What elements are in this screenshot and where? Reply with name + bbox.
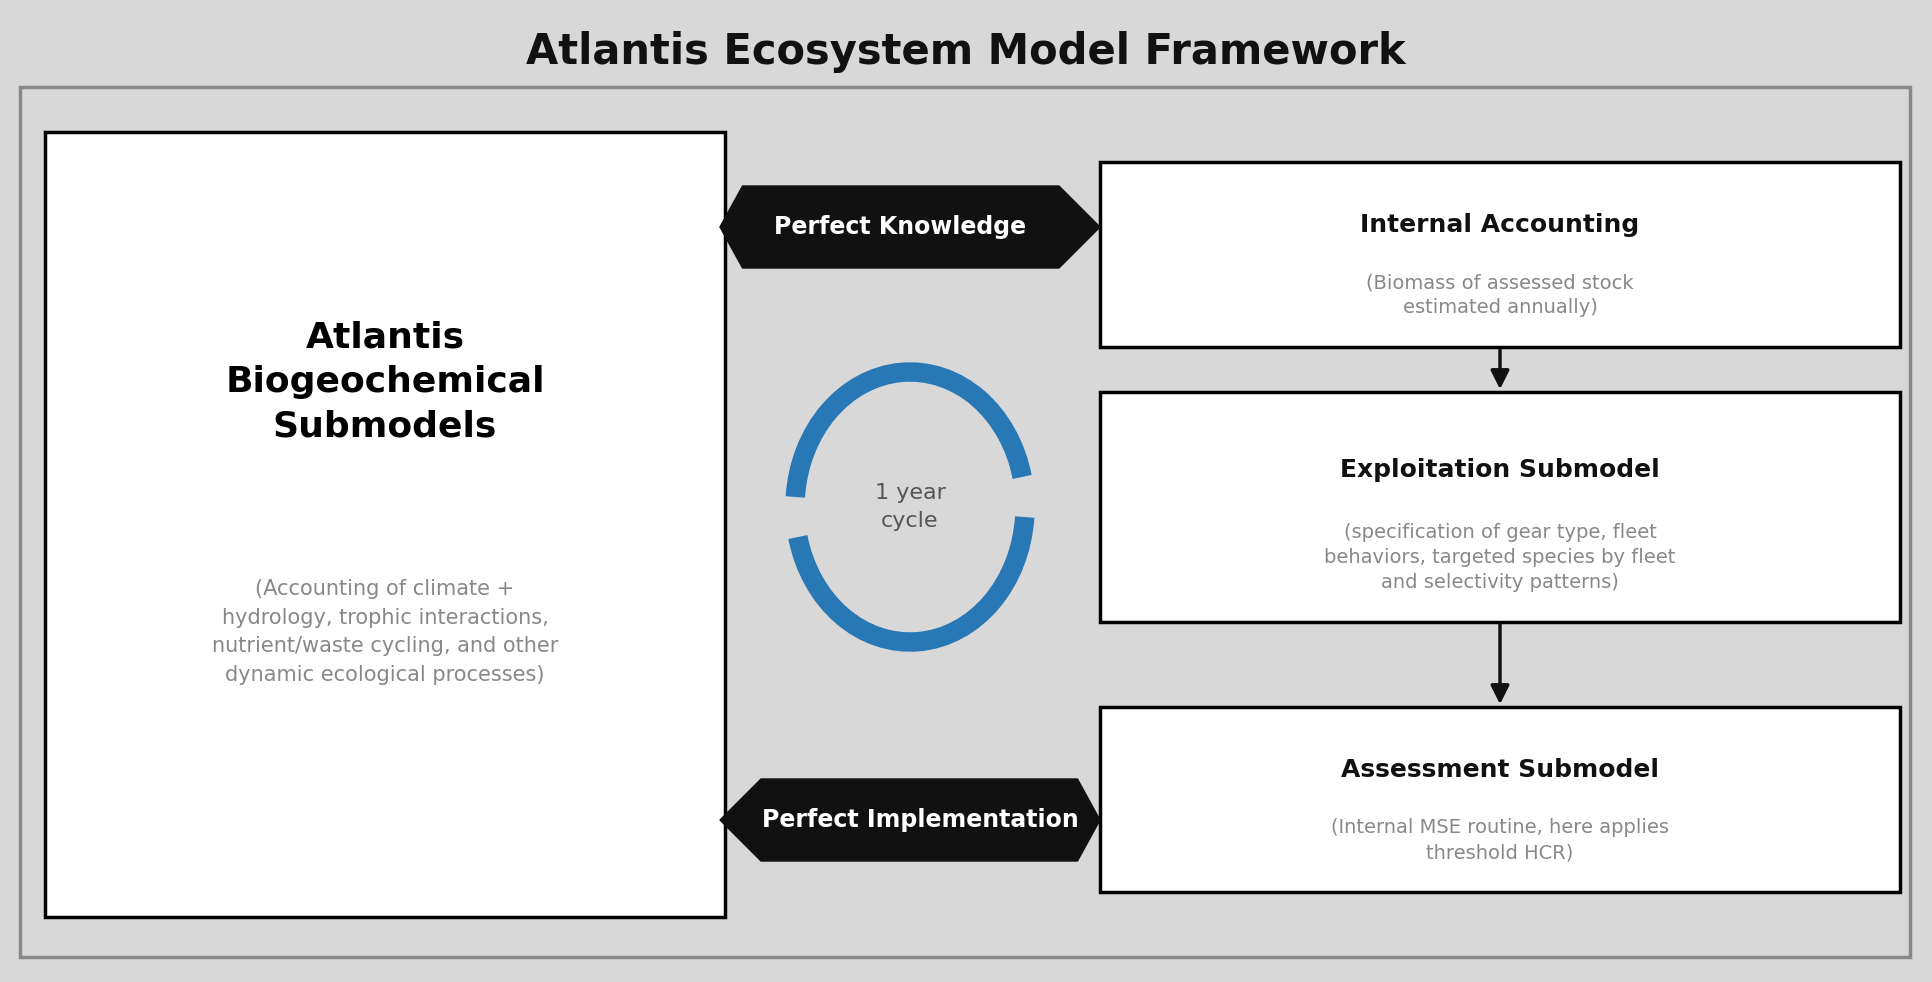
Text: Assessment Submodel: Assessment Submodel: [1341, 758, 1660, 782]
Text: Internal Accounting: Internal Accounting: [1360, 213, 1640, 237]
Text: (specification of gear type, fleet
behaviors, targeted species by fleet
and sele: (specification of gear type, fleet behav…: [1323, 523, 1675, 592]
FancyBboxPatch shape: [1099, 162, 1899, 347]
Text: Atlantis
Biogeochemical
Submodels: Atlantis Biogeochemical Submodels: [226, 320, 545, 444]
FancyBboxPatch shape: [1099, 707, 1899, 892]
Text: (Internal MSE routine, here applies
threshold HCR): (Internal MSE routine, here applies thre…: [1331, 818, 1669, 862]
Polygon shape: [721, 186, 1099, 268]
Text: Exploitation Submodel: Exploitation Submodel: [1341, 459, 1660, 482]
FancyBboxPatch shape: [44, 132, 724, 917]
Text: (Biomass of assessed stock
estimated annually): (Biomass of assessed stock estimated ann…: [1366, 273, 1634, 317]
FancyBboxPatch shape: [1099, 392, 1899, 622]
Text: Perfect Implementation: Perfect Implementation: [761, 808, 1078, 832]
Text: Perfect Knowledge: Perfect Knowledge: [773, 215, 1026, 239]
Text: (Accounting of climate +
hydrology, trophic interactions,
nutrient/waste cycling: (Accounting of climate + hydrology, trop…: [213, 578, 558, 685]
Text: Atlantis Ecosystem Model Framework: Atlantis Ecosystem Model Framework: [526, 31, 1406, 73]
Polygon shape: [721, 779, 1099, 861]
Text: 1 year
cycle: 1 year cycle: [875, 483, 945, 531]
